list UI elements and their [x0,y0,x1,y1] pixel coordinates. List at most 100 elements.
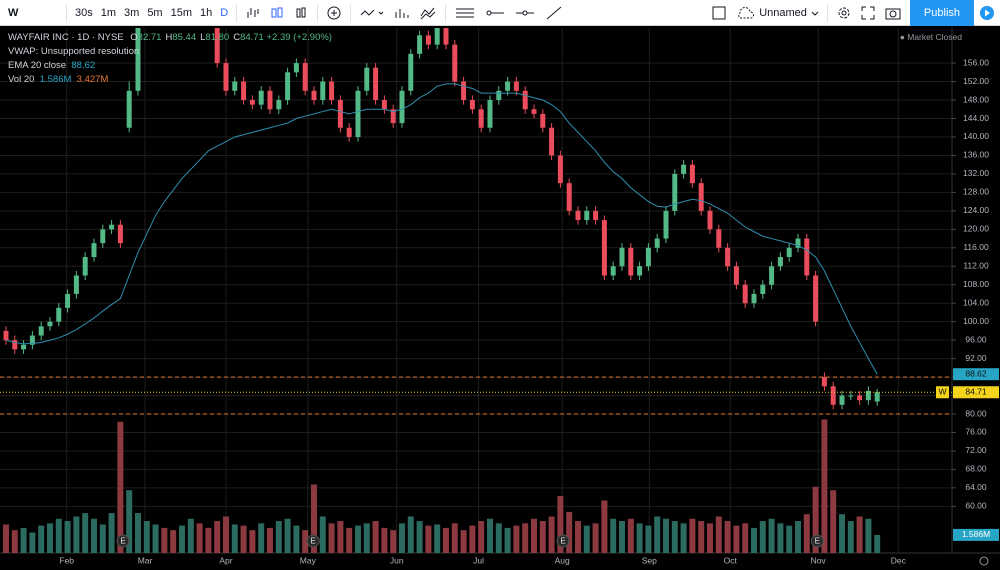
volume-bar [249,530,256,553]
price-pane [3,28,880,410]
x-tick-label: Jun [390,555,404,565]
settings-button[interactable] [832,5,856,21]
interval-button[interactable]: 3m [124,6,140,19]
candle-body [637,266,643,276]
trendline-tool[interactable] [540,5,568,21]
candle-body [874,392,880,402]
volume-bar [724,521,731,553]
candle-body [848,395,854,397]
settings-icon[interactable] [979,556,989,566]
templates-button[interactable] [415,5,441,21]
volume-bar [759,521,766,553]
camera-icon [885,8,901,19]
candle-body [478,109,484,128]
x-tick-label: Sep [642,555,657,565]
volume-bar [830,490,837,553]
volume-bar [38,525,45,553]
snapshot-button[interactable] [880,5,906,21]
candle-body [241,81,247,101]
candle-body [91,243,97,258]
volume-bar [82,513,89,553]
bar-style-button[interactable] [241,5,265,21]
candle-body [337,100,343,128]
y-tick-label: 104.00 [963,297,989,307]
volume-bar [768,518,775,553]
ohlc-key: O [130,32,138,43]
y-tick-label: 128.00 [963,187,989,197]
volume-bar [29,532,36,553]
hray-icon [516,10,535,15]
candle-body [813,275,819,322]
hline-tool[interactable] [450,5,480,21]
interval-button[interactable]: 5m [147,6,163,19]
candle-body [857,395,863,401]
ohlc-value: 84.71 [240,32,264,43]
y-tick-label: 96.00 [965,334,987,344]
separator [66,3,67,22]
play-icon [980,5,994,20]
earnings-label: E [120,537,125,546]
replay-button[interactable] [974,0,1000,26]
volume-bar [645,525,652,553]
x-tick-label: Aug [555,555,570,565]
candle-style-button[interactable] [265,5,289,21]
financials-button[interactable] [389,5,415,21]
compare-icon [327,6,341,19]
interval-button[interactable]: 1h [200,6,213,19]
legend-interval: 1D [77,32,90,43]
candle-body [443,28,449,45]
volume-bar [592,523,599,553]
separator [317,3,319,22]
candle-body [258,90,264,105]
volume-bar [750,527,757,553]
gear-icon [838,7,850,18]
candle-body [505,81,511,91]
candle-body [390,109,396,124]
volume-bar [566,511,573,553]
fullscreen-button[interactable] [856,5,880,21]
candle-body [425,35,431,45]
legend-vwap: VWAP: Unsupported resolution [8,46,140,57]
chart-type-icon [296,7,306,17]
volume-bar [354,525,361,553]
interval-button[interactable]: 15m [170,6,192,19]
candle-body [769,266,775,285]
candle-body [21,344,27,350]
volume-bar [337,521,344,553]
volume-bar [680,523,687,553]
y-tick-label: 120.00 [963,224,989,234]
volume-bar [143,521,150,553]
interval-button[interactable]: 1m [100,6,117,19]
volume-bar [522,523,529,553]
settings-gear[interactable] [979,556,989,566]
publish-button[interactable]: Publish [909,0,974,26]
expand-icon [861,6,875,19]
volume-bar [865,518,872,553]
volume-bar [214,521,221,553]
interval-button[interactable]: D [220,6,229,19]
candle-style-icon [271,7,283,17]
earnings-label: E [560,537,565,546]
compare-button[interactable] [322,5,346,21]
volume-bar [258,523,265,553]
hray-tool[interactable] [510,5,540,21]
layout-menu[interactable]: Unnamed [731,6,823,20]
candle-body [285,72,291,101]
y-tick-label: 156.00 [963,57,989,67]
ray-tool[interactable] [480,5,510,21]
trendline-icon [546,6,562,19]
indicators-button[interactable] [355,5,389,21]
x-tick-label: Jul [473,555,484,565]
candle-body [434,28,440,45]
candle-body [672,173,678,211]
interval-button[interactable]: 30s [75,6,93,19]
candle-body [645,247,651,267]
symbol-search[interactable]: W [8,6,19,19]
candle-body [47,321,53,327]
volume-bar [170,530,177,553]
chart-type-button[interactable] [289,5,313,21]
fullscreen-select[interactable] [707,5,731,21]
y-tick-label: 140.00 [963,131,989,141]
ohlc-key: H [165,32,173,43]
